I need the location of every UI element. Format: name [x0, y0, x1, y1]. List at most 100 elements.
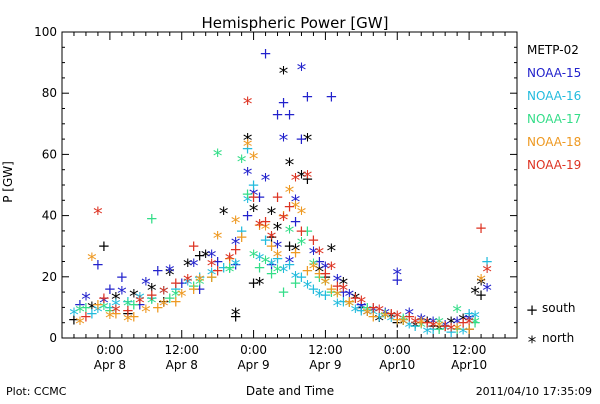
symbol-legend-marker: +: [526, 301, 539, 319]
data-point: +: [403, 308, 416, 326]
data-point: +: [211, 253, 224, 271]
x-tick-date-label: Apr 9: [309, 358, 341, 372]
data-point: *: [285, 253, 295, 275]
data-point: *: [297, 234, 307, 256]
data-point: *: [99, 298, 109, 320]
footer-left: Plot: CCMC: [6, 385, 67, 398]
data-point: *: [428, 317, 438, 339]
data-point: *: [440, 317, 450, 339]
data-point: *: [464, 314, 474, 336]
data-point: *: [470, 314, 480, 336]
data-point: +: [86, 305, 99, 323]
data-point: +: [301, 170, 314, 188]
data-point: *: [279, 63, 289, 85]
data-point: *: [273, 219, 283, 241]
data-point: +: [391, 271, 404, 289]
data-point: *: [339, 280, 349, 302]
data-point: *: [249, 200, 259, 222]
data-point: *: [291, 191, 301, 213]
data-point: *: [363, 305, 373, 327]
data-point: +: [283, 197, 296, 215]
legend-entry: NOAA-19: [527, 158, 581, 172]
data-point: *: [183, 274, 193, 296]
data-point: *: [183, 271, 193, 293]
data-point: +: [391, 311, 404, 329]
x-tick-label: 12:00: [452, 343, 487, 357]
data-point: *: [291, 170, 301, 192]
data-point: +: [229, 308, 242, 326]
data-point: +: [307, 280, 320, 298]
data-point: *: [159, 295, 169, 317]
data-point: *: [399, 314, 409, 336]
chart-title: Hemispheric Power [GW]: [202, 14, 389, 32]
data-point: +: [271, 188, 284, 206]
data-point: +: [223, 259, 236, 277]
x-tick-label: 12:00: [308, 343, 343, 357]
data-point: *: [243, 93, 253, 115]
data-point: *: [207, 246, 217, 268]
data-point: *: [470, 283, 480, 305]
x-tick-label: 12:00: [164, 343, 199, 357]
data-point: *: [381, 305, 391, 327]
data-point: *: [309, 256, 319, 278]
data-point: +: [313, 253, 326, 271]
data-point: +: [325, 280, 338, 298]
data-point: +: [259, 231, 272, 249]
data-point: *: [291, 268, 301, 290]
data-point: *: [135, 292, 145, 314]
data-point: +: [122, 292, 135, 310]
data-point: +: [265, 228, 278, 246]
data-point: *: [416, 317, 426, 339]
data-point: +: [355, 298, 368, 316]
data-point: +: [187, 277, 200, 295]
data-point: +: [463, 305, 476, 323]
data-point: *: [303, 130, 313, 152]
data-point: +: [229, 240, 242, 258]
data-point: *: [297, 167, 307, 189]
data-point: *: [273, 237, 283, 259]
data-point: *: [249, 246, 259, 268]
data-point: *: [141, 301, 151, 323]
data-point: +: [433, 320, 446, 338]
data-point: +: [217, 259, 230, 277]
data-point: +: [259, 213, 272, 231]
data-point: +: [92, 295, 105, 313]
data-point: *: [249, 148, 259, 170]
data-point: *: [93, 204, 103, 226]
data-point: *: [387, 308, 397, 330]
data-point: +: [427, 317, 440, 335]
data-point: *: [321, 259, 331, 281]
data-point: *: [297, 204, 307, 226]
data-point: +: [439, 317, 452, 335]
data-point: +: [391, 311, 404, 329]
x-tick-label: 0:00: [96, 343, 123, 357]
data-point: +: [163, 289, 176, 307]
data-point: *: [87, 298, 97, 320]
data-point: *: [81, 289, 91, 311]
data-point: +: [122, 301, 135, 319]
data-point: +: [295, 268, 308, 286]
data-point: *: [428, 314, 438, 336]
data-point: +: [379, 305, 392, 323]
x-tick-date-label: Apr10: [379, 358, 415, 372]
legend-entry: NOAA-17: [527, 112, 581, 126]
data-point: *: [255, 216, 265, 238]
data-point: *: [147, 292, 157, 314]
data-point: +: [331, 277, 344, 295]
x-axis-label: Date and Time: [246, 384, 334, 398]
data-point: *: [452, 320, 462, 342]
data-point: +: [415, 314, 428, 332]
data-point: +: [146, 286, 159, 304]
data-point: +: [367, 298, 380, 316]
data-point: +: [361, 298, 374, 316]
data-point: *: [416, 314, 426, 336]
data-point: *: [135, 289, 145, 311]
data-point: *: [147, 280, 157, 302]
data-point: *: [117, 283, 127, 305]
data-point: +: [134, 295, 147, 313]
data-point: *: [399, 314, 409, 336]
data-point: +: [235, 228, 248, 246]
data-point: *: [470, 308, 480, 330]
